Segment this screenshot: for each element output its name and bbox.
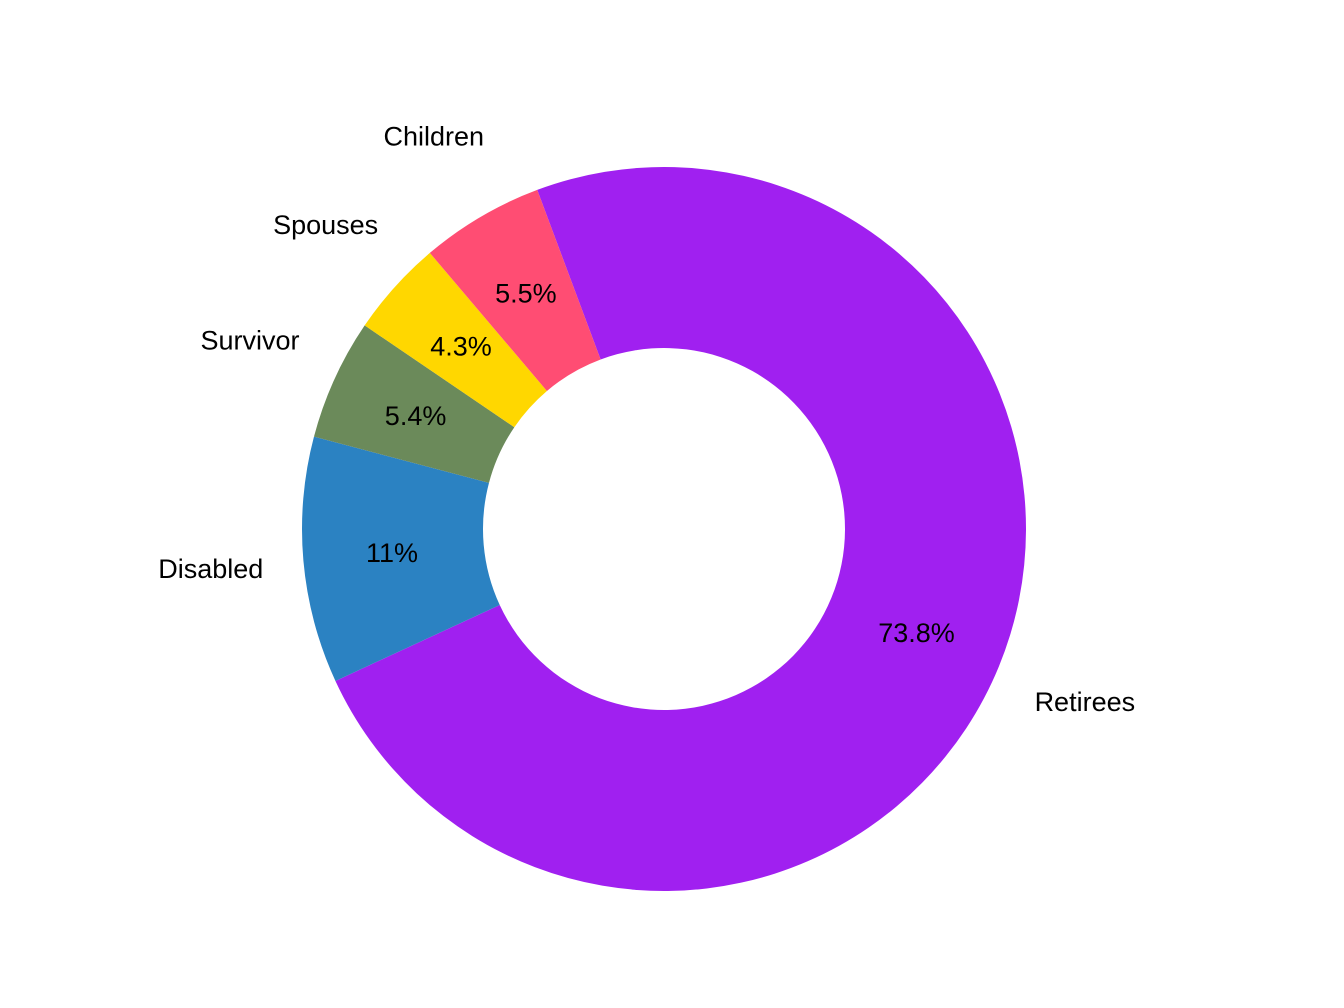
- slices-layer: [302, 167, 1026, 892]
- slice-survivor: [313, 325, 515, 483]
- percent-label-spouses: 4.3%: [430, 331, 492, 361]
- slice-disabled: [302, 436, 500, 681]
- slice-children: [429, 189, 601, 391]
- percent-label-disabled: 11%: [366, 538, 418, 568]
- percent-label-retirees: 73.8%: [878, 618, 955, 648]
- slice-retirees: [335, 167, 1026, 892]
- percent-labels-layer: 73.8% 11% 5.4% 4.3%5.5%: [366, 279, 955, 648]
- category-label-retirees: Retirees: [1035, 687, 1136, 717]
- slice-spouses: [364, 252, 547, 428]
- category-label-disabled: Disabled: [158, 554, 263, 584]
- category-label-spouses: Spouses: [273, 210, 378, 240]
- category-label-survivor: Survivor: [200, 325, 299, 355]
- percent-label-children: 5.5%: [495, 279, 557, 309]
- category-labels-layer: Retirees Disabled Survivor Spouses Children: [158, 122, 1135, 717]
- category-label-children: Children: [383, 122, 484, 152]
- percent-label-survivor: 5.4%: [385, 401, 447, 431]
